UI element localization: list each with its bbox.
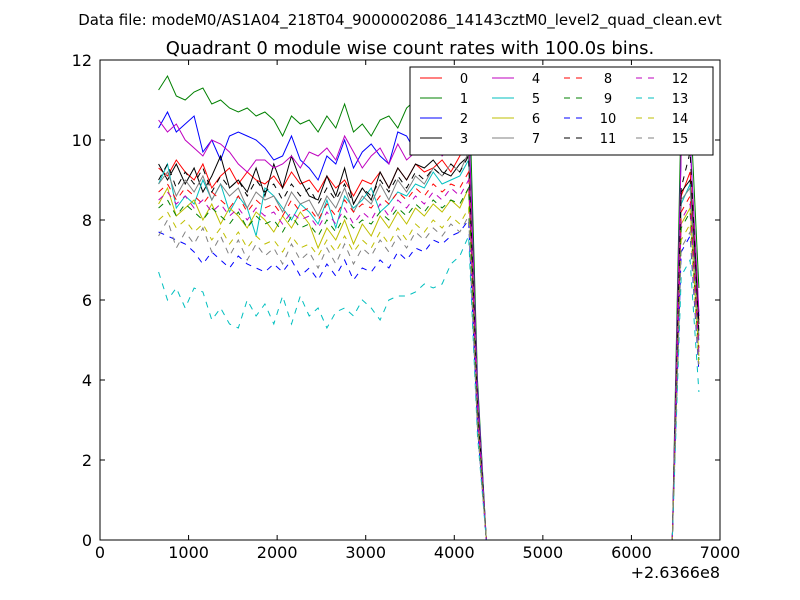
legend-label-6: 6	[532, 112, 540, 127]
x-tick-label: 0	[95, 543, 105, 562]
legend-label-12: 12	[672, 72, 689, 87]
legend-label-1: 1	[460, 92, 468, 107]
legend-label-7: 7	[532, 132, 540, 147]
x-tick-label: 1000	[168, 543, 209, 562]
chart-suptitle: Data file: modeM0/AS1A04_218T04_90000020…	[78, 11, 722, 30]
legend-label-3: 3	[460, 132, 468, 147]
y-tick-label: 10	[72, 131, 92, 150]
legend-label-5: 5	[532, 92, 540, 107]
series-line-11	[158, 151, 700, 540]
y-tick-label: 4	[82, 371, 92, 390]
x-tick-label: 4000	[434, 543, 475, 562]
x-tick-label: 6000	[611, 543, 652, 562]
legend-label-15: 15	[672, 132, 689, 147]
x-tick-label: 5000	[522, 543, 563, 562]
series-line-0	[158, 138, 700, 540]
legend-label-13: 13	[672, 92, 689, 107]
series-line-5	[158, 158, 700, 540]
series-line-12	[158, 178, 700, 540]
plot-frame	[99, 59, 721, 541]
y-tick-labels: 0 2 4 6 8 10 12	[72, 51, 92, 550]
series-line-14	[158, 206, 700, 540]
legend-label-0: 0	[460, 72, 468, 87]
legend-label-9: 9	[604, 92, 612, 107]
y-tick-label: 6	[82, 291, 92, 310]
series-line-7	[158, 151, 700, 540]
x-offset-label: +2.6366e8	[631, 563, 720, 582]
legend-label-11: 11	[600, 132, 617, 147]
series-line-15	[158, 214, 700, 540]
chart-title: Quadrant 0 module wise count rates with …	[166, 38, 655, 59]
legend-label-4: 4	[532, 72, 540, 87]
y-tick-label: 8	[82, 211, 92, 230]
y-tick-label: 12	[72, 51, 92, 70]
series-line-10	[158, 218, 700, 540]
y-tick-label: 0	[82, 531, 92, 550]
x-tick-label: 7000	[700, 543, 741, 562]
y-tick-label: 2	[82, 451, 92, 470]
x-tick-labels: 0 1000 2000 3000 4000 5000 6000 7000	[95, 543, 740, 562]
legend-box	[409, 66, 714, 156]
legend-label-10: 10	[600, 112, 617, 127]
x-tick-label: 2000	[257, 543, 298, 562]
legend-label-8: 8	[604, 72, 612, 87]
x-tick-label: 3000	[345, 543, 386, 562]
series-line-3	[158, 154, 700, 540]
legend-label-14: 14	[672, 112, 689, 127]
legend-label-2: 2	[460, 112, 468, 127]
